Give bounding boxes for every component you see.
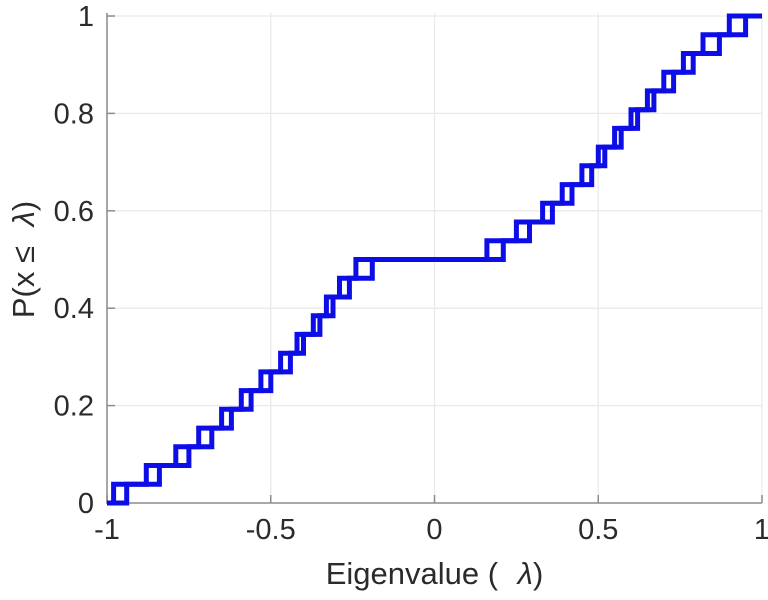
x-tick-label: -1 — [94, 514, 120, 546]
y-axis-label: P(x ≤ λ) — [6, 201, 41, 318]
ecdf-curve-2 — [107, 13, 762, 506]
y-tick-label: 0.2 — [54, 391, 94, 423]
x-tick-label: 1 — [754, 514, 768, 546]
y-tick-label: 0.4 — [54, 293, 94, 325]
y-tick-label: 0 — [78, 488, 94, 520]
x-tick-label: 0.5 — [578, 514, 618, 546]
x-axis-label: Eigenvalue ( λ) — [326, 556, 544, 591]
y-tick-label: 0.6 — [54, 196, 94, 228]
y-tick-label: 1 — [78, 1, 94, 33]
y-tick-label: 0.8 — [54, 98, 94, 130]
x-tick-label: 0 — [426, 514, 442, 546]
x-tick-label: -0.5 — [246, 514, 296, 546]
